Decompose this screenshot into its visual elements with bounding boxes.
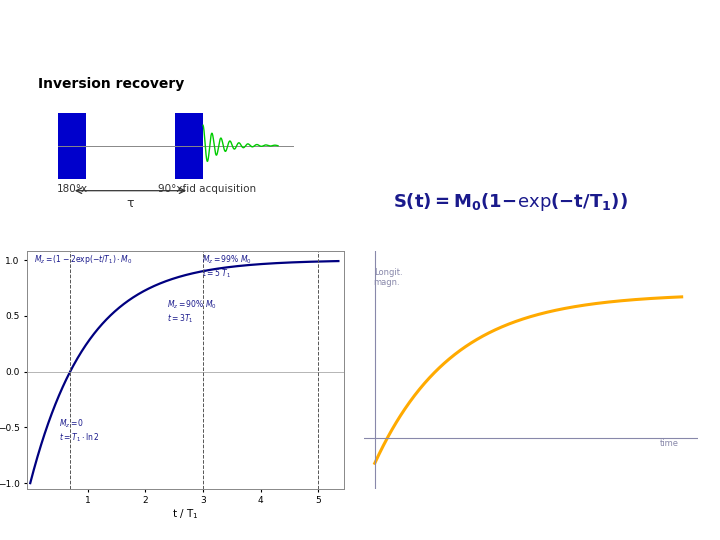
Text: time: time <box>660 439 678 448</box>
Text: $M_z=90\%\ M_0$
$t=3T_1$: $M_z=90\%\ M_0$ $t=3T_1$ <box>167 299 217 326</box>
Text: $\mathbf{S(t) = M_0(1\!-\!\exp(-t/T_1))}$: $\mathbf{S(t) = M_0(1\!-\!\exp(-t/T_1))}… <box>392 191 627 213</box>
Text: $M_z=(1-2\exp(-t/T_1)\cdot M_0$: $M_z=(1-2\exp(-t/T_1)\cdot M_0$ <box>34 253 132 266</box>
Text: Longit.
magn.: Longit. magn. <box>374 268 402 287</box>
Text: Risonanza Magnetica Nucleare: il segnale NMR: Risonanza Magnetica Nucleare: il segnale… <box>115 16 553 34</box>
Text: Principi: Principi <box>351 513 407 528</box>
Bar <box>58 112 86 179</box>
Text: 1.: 1. <box>35 11 65 39</box>
Text: $M_z=99\%\ M_0$
$t=5\ T_1$: $M_z=99\%\ M_0$ $t=5\ T_1$ <box>202 253 252 280</box>
Text: $M_z=0$
$t=T_1\cdot\ln 2$: $M_z=0$ $t=T_1\cdot\ln 2$ <box>59 417 99 444</box>
Text: Inversion recovery: Inversion recovery <box>38 77 184 91</box>
X-axis label: t / T$_1$: t / T$_1$ <box>173 507 199 521</box>
Text: τ: τ <box>127 197 134 210</box>
Text: 90°xfid acquisition: 90°xfid acquisition <box>158 184 256 194</box>
Bar <box>175 112 203 179</box>
Text: 180°x: 180°x <box>56 184 88 194</box>
